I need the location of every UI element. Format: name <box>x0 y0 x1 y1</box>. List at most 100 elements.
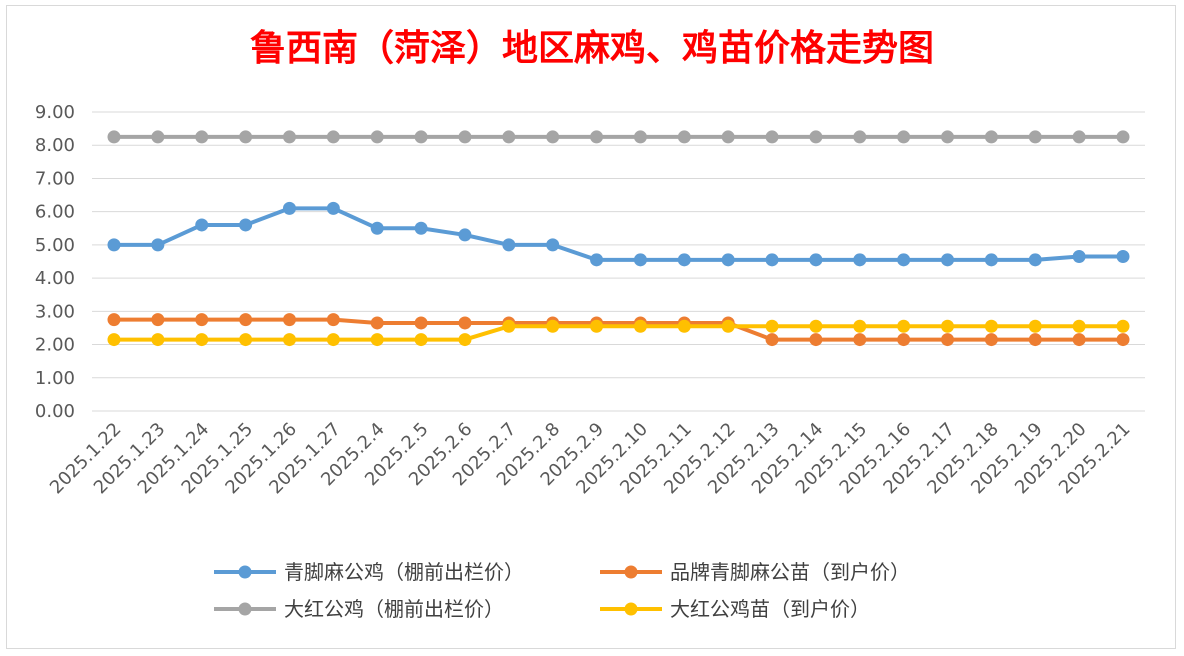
series-line <box>114 206 1123 262</box>
data-point <box>282 130 296 144</box>
data-point <box>984 333 998 347</box>
legend-item: 大红公鸡苗（到户价） <box>600 597 870 621</box>
data-point <box>1116 319 1130 333</box>
data-point <box>546 238 560 252</box>
gridlines <box>92 111 1145 412</box>
data-point <box>239 333 253 347</box>
data-point <box>765 333 779 347</box>
data-point <box>1116 130 1130 144</box>
data-point <box>897 130 911 144</box>
data-point <box>326 130 340 144</box>
data-point <box>1028 130 1042 144</box>
legend-swatch-marker <box>624 565 638 579</box>
data-point <box>1072 250 1086 264</box>
data-point <box>282 313 296 327</box>
legend-label: 大红公鸡（棚前出栏价） <box>284 597 504 621</box>
data-point <box>546 130 560 144</box>
data-point <box>326 313 340 327</box>
data-point <box>809 253 823 267</box>
data-point <box>633 130 647 144</box>
data-point <box>502 130 516 144</box>
legend-swatch-marker <box>238 565 252 579</box>
data-point <box>370 333 384 347</box>
data-point <box>195 218 209 232</box>
data-point <box>853 333 867 347</box>
legend-swatch-marker <box>624 602 638 616</box>
data-point <box>107 313 121 327</box>
data-point <box>195 130 209 144</box>
y-tick-label: 8.00 <box>35 135 75 156</box>
data-point <box>370 316 384 330</box>
y-tick-label: 9.00 <box>35 102 75 123</box>
data-point <box>590 319 604 333</box>
data-point <box>282 333 296 347</box>
data-point <box>633 253 647 267</box>
data-point <box>765 319 779 333</box>
data-point <box>721 253 735 267</box>
data-point <box>151 333 165 347</box>
data-point <box>546 319 560 333</box>
data-point <box>151 130 165 144</box>
data-point <box>502 319 516 333</box>
data-point <box>984 253 998 267</box>
data-point <box>941 130 955 144</box>
data-point <box>1072 319 1086 333</box>
data-point <box>984 130 998 144</box>
data-point <box>458 316 472 330</box>
y-tick-label: 1.00 <box>35 368 75 389</box>
data-point <box>1028 333 1042 347</box>
data-point <box>414 130 428 144</box>
data-point <box>107 238 121 252</box>
data-point <box>458 130 472 144</box>
data-point <box>721 319 735 333</box>
data-point <box>1028 319 1042 333</box>
legend-item: 大红公鸡（棚前出栏价） <box>214 597 504 621</box>
data-point <box>239 218 253 232</box>
data-point <box>677 130 691 144</box>
series-3 <box>107 319 1130 347</box>
data-point <box>151 313 165 327</box>
x-axis-ticks: 2025.1.222025.1.232025.1.242025.1.252025… <box>46 419 1135 499</box>
series-2 <box>107 130 1130 144</box>
data-point <box>941 253 955 267</box>
data-point <box>239 313 253 327</box>
data-point <box>809 130 823 144</box>
data-point <box>1116 250 1130 264</box>
data-point <box>502 238 516 252</box>
data-point <box>765 253 779 267</box>
data-point <box>414 333 428 347</box>
data-point <box>897 333 911 347</box>
series-line <box>114 324 1123 342</box>
data-point <box>809 319 823 333</box>
data-point <box>458 333 472 347</box>
data-point <box>677 253 691 267</box>
y-tick-label: 5.00 <box>35 235 75 256</box>
data-point <box>853 130 867 144</box>
legend-item: 青脚麻公鸡（棚前出栏价） <box>214 560 524 584</box>
data-point <box>195 333 209 347</box>
data-point <box>809 333 823 347</box>
legend: 青脚麻公鸡（棚前出栏价） 品牌青脚麻公苗（到户价） 大红公鸡（棚前出栏价） 大红公鸡苗… <box>214 560 910 621</box>
data-point <box>370 130 384 144</box>
data-point <box>1072 333 1086 347</box>
series-layer <box>107 130 1130 347</box>
data-point <box>326 333 340 347</box>
data-point <box>677 319 691 333</box>
data-point <box>765 130 779 144</box>
data-point <box>326 201 340 215</box>
data-point <box>897 253 911 267</box>
data-point <box>897 319 911 333</box>
data-point <box>414 221 428 235</box>
series-0 <box>107 201 1130 267</box>
y-tick-label: 2.00 <box>35 335 75 356</box>
data-point <box>414 316 428 330</box>
data-point <box>151 238 165 252</box>
data-point <box>853 319 867 333</box>
data-point <box>107 130 121 144</box>
data-point <box>590 130 604 144</box>
data-point <box>1028 253 1042 267</box>
y-tick-label: 0.00 <box>35 401 75 422</box>
data-point <box>853 253 867 267</box>
data-point <box>633 319 647 333</box>
